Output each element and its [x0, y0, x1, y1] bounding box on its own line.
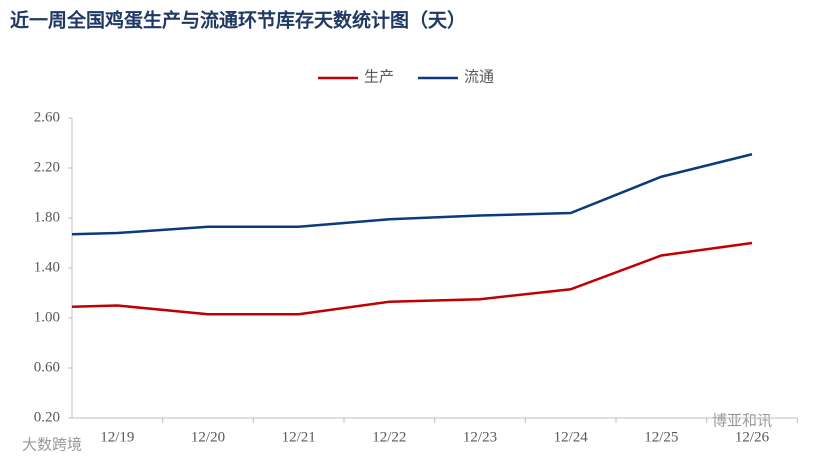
y-tick-label: 2.20 [34, 159, 60, 175]
series-line [71, 241, 753, 316]
y-tick-label: 1.40 [34, 259, 60, 275]
x-tick-label: 12/20 [191, 429, 225, 445]
y-tick-label: 2.60 [34, 109, 60, 125]
legend-label: 生产 [364, 68, 394, 85]
series-line [71, 153, 753, 236]
x-tick-label: 12/19 [100, 429, 134, 445]
y-tick-label: 0.20 [34, 409, 60, 425]
watermark: 博亚和讯 [712, 412, 772, 429]
x-tick-label: 12/21 [282, 429, 316, 445]
x-tick-label: 12/23 [463, 429, 497, 445]
x-tick-label: 12/22 [372, 429, 406, 445]
watermark: 大数跨境 [22, 435, 82, 453]
chart-title: 近一周全国鸡蛋生产与流通环节库存天数统计图（天） [10, 8, 466, 31]
legend-label: 流通 [464, 68, 494, 85]
x-tick-label: 12/24 [554, 429, 589, 445]
y-tick-label: 0.60 [34, 359, 60, 375]
x-tick-label: 12/25 [644, 429, 678, 445]
y-tick-label: 1.80 [34, 209, 60, 225]
x-tick-label: 12/26 [735, 429, 770, 445]
y-tick-label: 1.00 [34, 309, 60, 325]
